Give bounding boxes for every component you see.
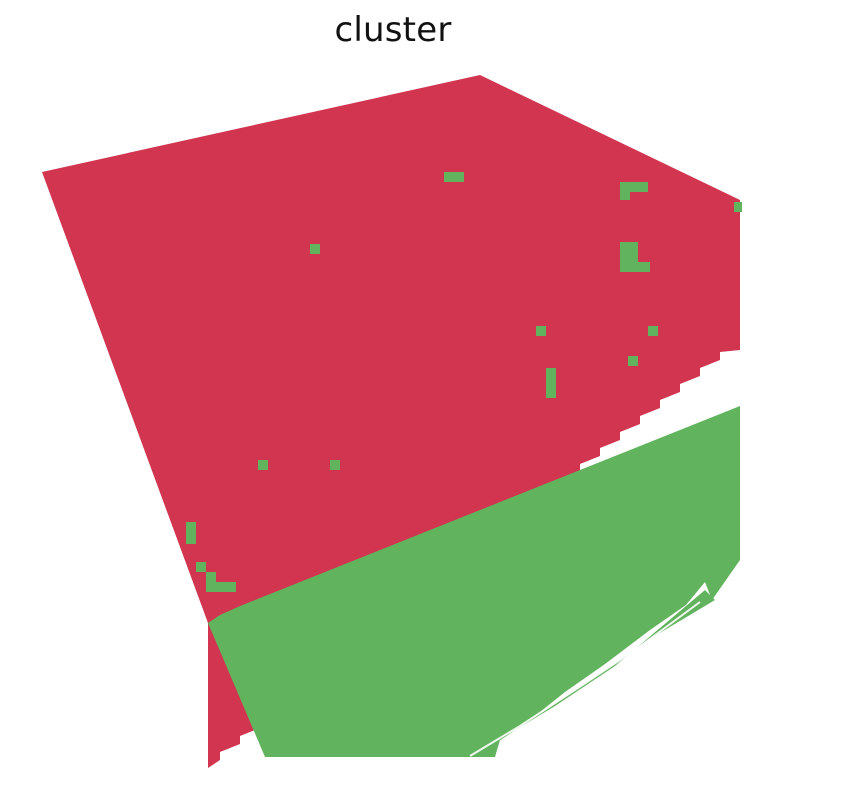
speck-6 bbox=[638, 262, 650, 272]
speck-5 bbox=[620, 242, 638, 272]
speck-11 bbox=[546, 368, 556, 398]
speck-8 bbox=[536, 326, 546, 336]
cluster-a-region bbox=[42, 75, 740, 768]
speck-3 bbox=[620, 182, 648, 192]
speck-15 bbox=[196, 562, 206, 572]
speck-9 bbox=[648, 326, 658, 336]
speck-10 bbox=[628, 356, 638, 366]
speck-17 bbox=[206, 582, 236, 592]
surface-edge-strip bbox=[470, 590, 715, 757]
cluster-b-specks bbox=[186, 172, 742, 592]
cluster-b-region bbox=[208, 406, 740, 757]
speck-13 bbox=[330, 460, 340, 470]
speck-14 bbox=[186, 522, 196, 544]
speck-1 bbox=[444, 172, 464, 182]
speck-7 bbox=[734, 202, 742, 212]
plot-title: cluster bbox=[334, 10, 452, 50]
speck-12 bbox=[258, 460, 268, 470]
speck-4 bbox=[620, 182, 630, 200]
speck-2 bbox=[310, 244, 320, 254]
surface-edge-highlight bbox=[469, 601, 701, 757]
